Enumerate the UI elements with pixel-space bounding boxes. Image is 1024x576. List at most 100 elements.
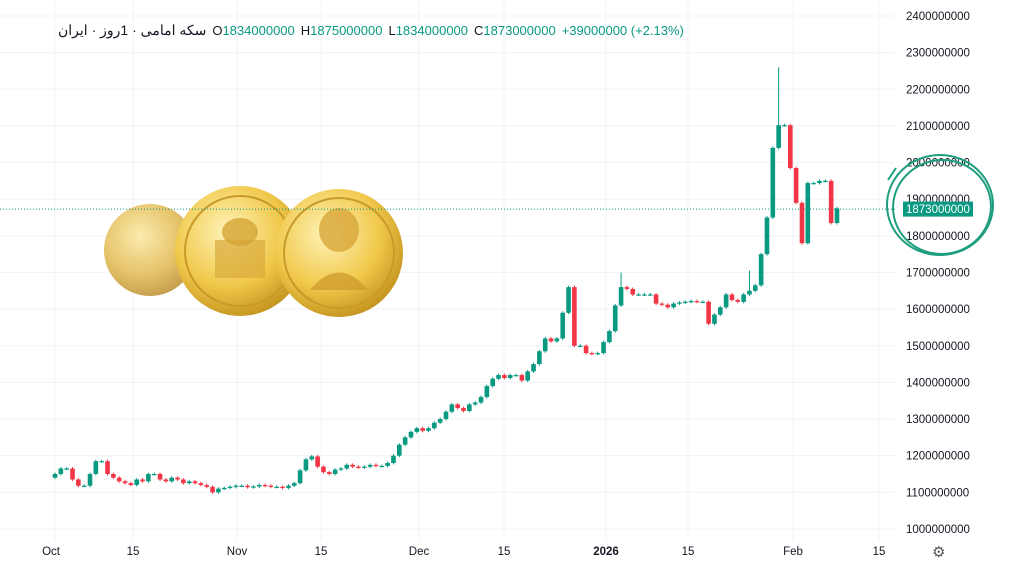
candle-body <box>356 466 361 468</box>
candle-body <box>402 437 408 445</box>
candle <box>350 463 355 469</box>
candle <box>490 377 495 388</box>
symbol-title: سکه امامی · 1روز · ایران <box>58 22 207 38</box>
candle-body <box>554 338 560 342</box>
chart-legend: سکه امامی · 1روز · ایران O1834000000 H18… <box>58 22 684 38</box>
candle-body <box>776 125 781 148</box>
candle-body <box>373 464 379 467</box>
candle <box>461 406 466 413</box>
candle <box>712 313 717 326</box>
candle-body <box>297 470 303 484</box>
candle <box>659 302 665 307</box>
candle-body <box>239 485 245 487</box>
candle <box>332 468 338 476</box>
candle-body <box>665 304 671 308</box>
candle-body <box>566 287 571 313</box>
candle-body <box>601 342 606 354</box>
candle <box>99 459 104 463</box>
candle-body <box>274 486 280 489</box>
x-tick-label: 15 <box>873 546 886 558</box>
candle-body <box>805 183 811 244</box>
candle-body <box>823 180 828 183</box>
candle <box>507 373 513 380</box>
candle <box>665 303 671 309</box>
candle-body <box>385 463 390 466</box>
candle-body <box>496 375 501 379</box>
candle <box>455 402 460 410</box>
candle <box>478 395 484 405</box>
candle <box>169 476 175 483</box>
candle <box>309 454 315 461</box>
candle-body <box>350 464 355 467</box>
candle-body <box>122 481 128 484</box>
candle-body <box>758 254 764 286</box>
candle <box>671 302 676 309</box>
candle-body <box>87 474 93 486</box>
candle <box>70 467 75 481</box>
candle <box>589 351 595 356</box>
candle-body <box>268 485 274 487</box>
candle-body <box>630 288 636 295</box>
candle <box>432 421 437 430</box>
candle <box>379 464 385 468</box>
candle-body <box>811 183 816 185</box>
candle <box>642 292 647 296</box>
candle <box>700 300 706 304</box>
candle-body <box>799 202 805 244</box>
candle-body <box>484 386 490 398</box>
hand-drawn-circle-annotation <box>886 154 994 256</box>
candle <box>420 426 425 433</box>
candle-body <box>198 483 204 485</box>
x-axis: Oct 15 Nov 15 Dec 15 2026 15 Feb 15 <box>42 546 885 558</box>
x-tick-label: Oct <box>42 546 61 558</box>
candle-body <box>817 180 822 184</box>
candle-body <box>105 461 110 474</box>
candle-body <box>151 474 157 476</box>
candle <box>227 485 233 490</box>
candle-body <box>671 303 676 308</box>
candle <box>467 402 472 413</box>
change-value: +39000000 (+2.13%) <box>561 23 684 38</box>
candle <box>542 336 548 353</box>
candle-body <box>793 168 799 203</box>
x-tick-label: 2026 <box>593 546 619 558</box>
x-tick-label: Nov <box>227 546 248 558</box>
candle-body <box>175 477 180 480</box>
candle <box>414 426 420 434</box>
candle <box>799 201 805 245</box>
candle <box>216 487 221 494</box>
candle <box>105 459 110 476</box>
y-tick-label: 1300000000 <box>906 414 970 426</box>
candle <box>76 478 81 488</box>
open-value: 1834000000 <box>222 23 295 38</box>
candle-body <box>321 466 326 473</box>
candle <box>297 468 303 485</box>
svg-text:1873000000: 1873000000 <box>906 204 970 216</box>
candle-body <box>426 428 431 431</box>
candle <box>356 465 361 469</box>
candle-body <box>397 444 402 456</box>
candle <box>752 283 758 293</box>
candle <box>472 401 478 406</box>
candle <box>274 485 280 489</box>
candle <box>793 166 799 205</box>
candle-body <box>181 479 186 484</box>
candle <box>688 299 694 304</box>
candle-body <box>723 294 729 308</box>
candle-body <box>642 294 647 296</box>
candle <box>146 472 151 483</box>
candle-body <box>70 468 75 480</box>
candle <box>64 467 69 470</box>
candle-body <box>700 301 706 303</box>
candle-body <box>338 468 344 470</box>
candle-body <box>58 468 64 474</box>
candle <box>741 292 746 304</box>
high-value: 1875000000 <box>310 23 383 38</box>
candle <box>338 467 344 472</box>
settings-gear-icon[interactable]: ⚙ <box>932 544 946 561</box>
candle-body <box>659 303 665 305</box>
candle-body <box>227 486 233 489</box>
candle-body <box>116 477 122 482</box>
candle <box>87 472 93 488</box>
